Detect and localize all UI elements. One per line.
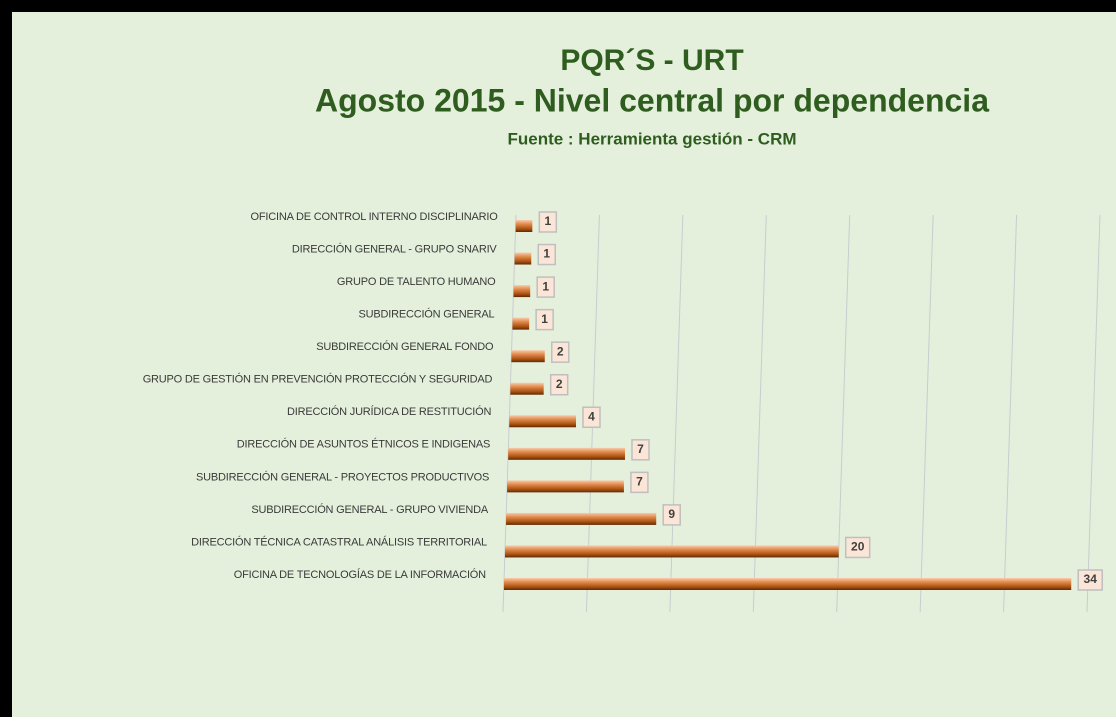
data-label-box [535,308,554,331]
bar [506,512,657,525]
bar [504,545,839,558]
data-label-box [662,504,681,526]
bar [511,350,545,363]
bar [513,285,531,298]
data-label: 1 [542,279,549,293]
chart-area [12,12,1116,717]
data-label: 1 [544,214,551,228]
bar [515,220,533,232]
chart-title: PQR´S - URT [560,44,743,77]
data-label-box [582,406,601,429]
bar [509,415,576,428]
data-label: 2 [556,377,563,391]
grid-line [1086,214,1101,613]
data-label-box [1077,569,1103,591]
data-label: 1 [543,247,550,261]
data-label-box [538,211,558,233]
data-label: 20 [851,540,865,554]
grid-line [1003,214,1018,613]
bar [512,317,530,330]
grid-line [919,214,934,613]
y-tick-label: SUBDIRECCIÓN GENERAL [358,308,494,321]
data-label-box [631,439,650,461]
bar [514,252,532,265]
data-label: 7 [636,475,643,489]
y-tick-label: GRUPO DE TALENTO HUMANO [337,276,496,288]
data-label-box [536,276,555,298]
y-tick-label: OFICINA DE CONTROL INTERNO DISCIPLINARIO [251,211,499,223]
y-tick-label: DIRECCIÓN JURÍDICA DE RESTITUCIÓN [287,405,492,418]
grid-line [836,214,851,613]
data-label-box [550,341,570,363]
data-label: 2 [557,344,564,358]
data-label: 7 [637,442,644,456]
bar [510,382,544,395]
chart-source: Fuente : Herramienta gestión - CRM [507,129,796,148]
y-tick-label: SUBDIRECCIÓN GENERAL - GRUPO VIVIENDA [251,503,489,516]
y-tick-label: SUBDIRECCIÓN GENERAL - PROYECTOS PRODUCT… [196,470,489,483]
y-tick-label: DIRECCIÓN DE ASUNTOS ÉTNICOS E INDIGENAS [237,438,490,451]
data-label-box [630,471,649,494]
bar [503,578,1072,590]
y-tick-label: OFICINA DE TECNOLOGÍAS DE LA INFORMACIÓN [234,568,486,581]
data-label: 9 [668,507,675,521]
y-tick-label: GRUPO DE GESTIÓN EN PREVENCIÓN PROTECCIÓ… [143,373,493,386]
data-label: 1 [541,312,548,326]
y-tick-label: DIRECCIÓN TÉCNICA CATASTRAL ANÁLISIS TER… [191,535,487,548]
data-label: 34 [1084,572,1098,586]
bar [508,447,625,460]
data-label: 4 [588,409,595,423]
y-tick-label: SUBDIRECCIÓN GENERAL FONDO [316,340,494,353]
data-label-box [844,536,871,559]
data-label-box [537,243,557,266]
chart-subtitle: Agosto 2015 - Nivel central por dependen… [315,82,989,118]
data-label-box [549,373,569,396]
bar [507,480,624,493]
y-tick-label: DIRECCIÓN GENERAL - GRUPO SNARIV [292,242,498,255]
